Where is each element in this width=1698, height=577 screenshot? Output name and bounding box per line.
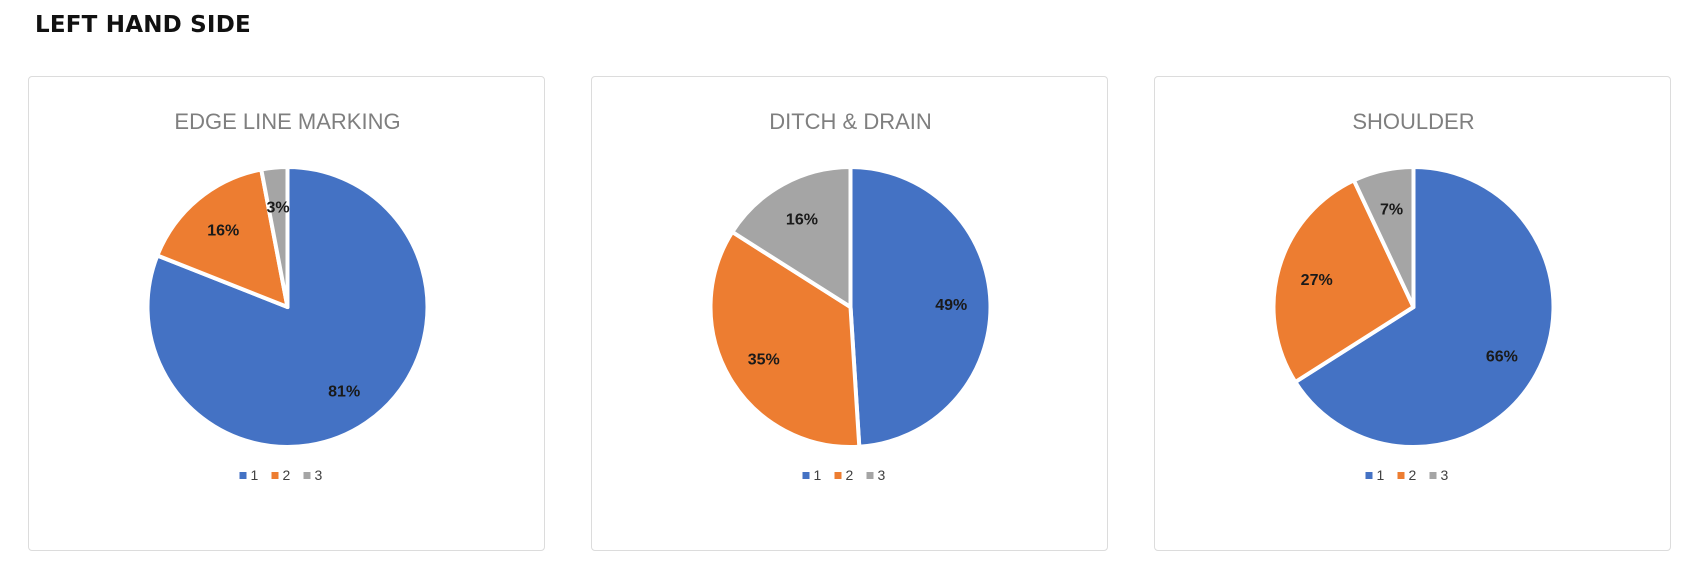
- legend-label-1: 1: [251, 467, 259, 483]
- pie-slice-2: [708, 229, 862, 449]
- legend-swatch-1: [239, 472, 247, 479]
- slice-label-1: 81%: [328, 383, 360, 400]
- legend-label-1: 1: [1377, 467, 1385, 483]
- slice-labels: 66% 27% 7%: [1301, 202, 1518, 366]
- slice-label-2: 27%: [1301, 272, 1333, 289]
- legend-label-3: 3: [878, 467, 886, 483]
- chart-title: SHOULDER: [1352, 109, 1474, 134]
- chart-title: EDGE LINE MARKING: [174, 109, 400, 134]
- pie-slice-2: [1271, 178, 1416, 385]
- pie-slice-1: [1293, 165, 1556, 449]
- pie-chart-shoulder: SHOULDER 66% 27% 7% 1 2 3: [1271, 109, 1556, 483]
- legend-label-2: 2: [1409, 467, 1417, 483]
- legend-swatch-1: [802, 472, 810, 479]
- slice-labels: 81% 16% 3%: [207, 200, 360, 401]
- legend-label-2: 2: [283, 467, 291, 483]
- slice-labels: 49% 35% 16%: [748, 212, 968, 369]
- legend-swatch-2: [834, 472, 842, 479]
- legend-swatch-2: [1397, 472, 1405, 479]
- slice-label-2: 35%: [748, 351, 780, 368]
- chart-card-shoulder: SHOULDER 66% 27% 7% 1 2 3: [1154, 76, 1671, 551]
- slice-label-1: 49%: [935, 297, 967, 314]
- pie-chart-ditch-drain: DITCH & DRAIN 49% 35% 16% 1 2 3: [708, 109, 993, 483]
- legend-swatch-3: [866, 472, 874, 479]
- legend-swatch-2: [271, 472, 279, 479]
- pie-slice-3: [730, 165, 853, 309]
- pie-slice-2: [155, 167, 290, 309]
- legend-swatch-3: [1429, 472, 1437, 479]
- section-title: LEFT HAND SIDE: [35, 12, 251, 38]
- chart-card-edge-line-marking: EDGE LINE MARKING 81% 16% 3% 1 2 3: [28, 76, 545, 551]
- pie-chart-edge-line-marking: EDGE LINE MARKING 81% 16% 3% 1 2 3: [145, 109, 430, 483]
- slice-label-3: 3%: [266, 200, 289, 217]
- legend-swatch-1: [1365, 472, 1373, 479]
- legend: 1 2 3: [802, 467, 886, 483]
- pie-slices: [708, 165, 993, 449]
- pie-slices: [145, 165, 430, 449]
- legend-label-3: 3: [1441, 467, 1449, 483]
- legend: 1 2 3: [1365, 467, 1449, 483]
- legend-label-3: 3: [315, 467, 323, 483]
- slice-label-2: 16%: [207, 222, 239, 239]
- slice-label-3: 16%: [786, 212, 818, 229]
- chart-card-ditch-drain: DITCH & DRAIN 49% 35% 16% 1 2 3: [591, 76, 1108, 551]
- pie-slices: [1271, 165, 1556, 449]
- legend-label-2: 2: [846, 467, 854, 483]
- chart-title: DITCH & DRAIN: [769, 109, 932, 134]
- slice-label-1: 66%: [1486, 349, 1518, 366]
- legend: 1 2 3: [239, 467, 323, 483]
- slice-label-3: 7%: [1380, 202, 1403, 219]
- legend-label-1: 1: [814, 467, 822, 483]
- pie-slice-3: [259, 165, 290, 309]
- legend-swatch-3: [303, 472, 311, 479]
- pie-slice-3: [1351, 165, 1416, 309]
- pie-slice-1: [848, 165, 993, 449]
